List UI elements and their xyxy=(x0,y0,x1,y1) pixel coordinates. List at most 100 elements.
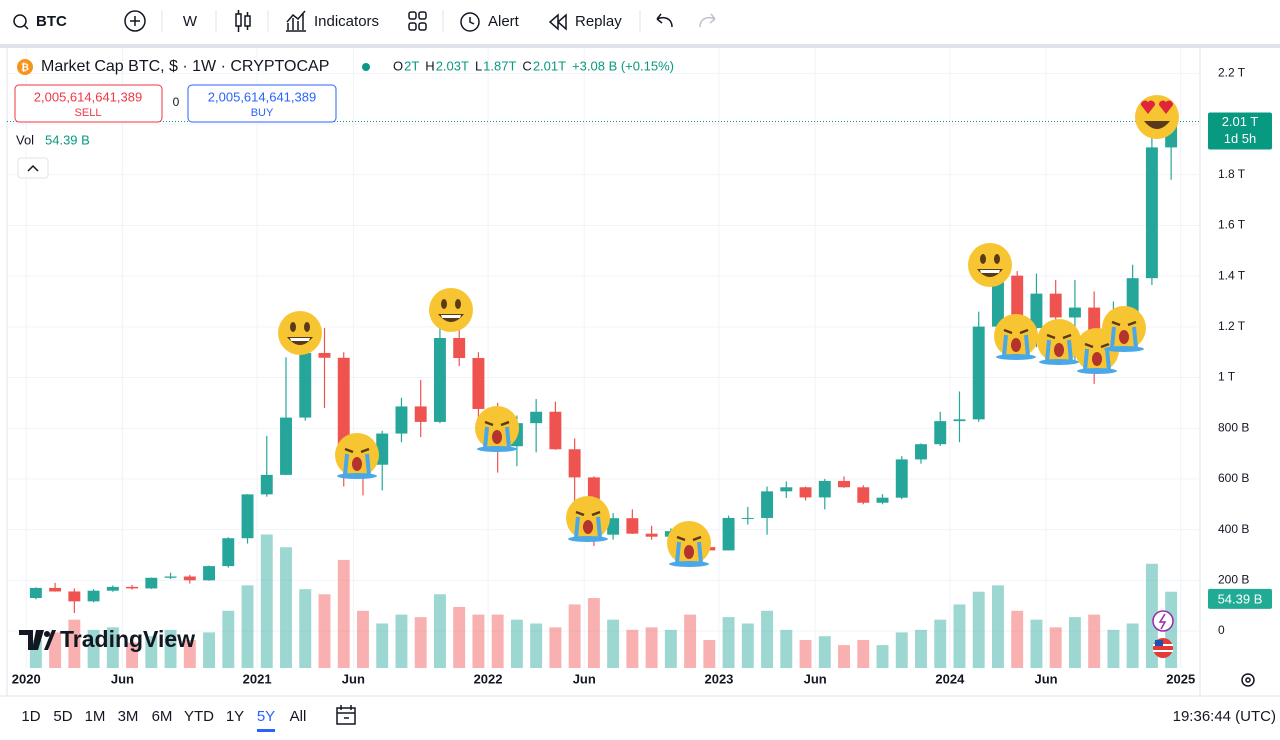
y-tick-label: 1.4 T xyxy=(1218,268,1246,282)
candle-body xyxy=(741,517,754,519)
layout-button[interactable] xyxy=(408,11,427,31)
x-tick-label: Jun xyxy=(573,671,596,686)
collapse-button[interactable] xyxy=(17,157,49,179)
range-button[interactable]: 1D xyxy=(21,708,40,725)
legend-title: Market Cap BTC, $ · 1W · CRYPTOCAP xyxy=(41,58,329,75)
volume-bar xyxy=(260,534,273,668)
volume-bar xyxy=(241,585,254,668)
status-dot xyxy=(362,63,370,71)
date-range-icon[interactable] xyxy=(336,705,356,725)
candle-body xyxy=(780,487,793,492)
side-icons[interactable] xyxy=(1152,610,1174,658)
range-button[interactable]: YTD xyxy=(184,708,214,725)
candle-body xyxy=(799,487,812,498)
svg-text:₿: ₿ xyxy=(21,62,29,74)
volume-bar xyxy=(664,629,677,668)
buy-price[interactable]: 2,005,614,641,389 xyxy=(208,89,316,104)
range-button[interactable]: All xyxy=(290,708,307,725)
candle-body xyxy=(260,474,273,495)
range-button[interactable]: 1Y xyxy=(226,708,244,725)
plot-area: 0 200 B 400 B 600 B 800 B 1 T 1.2 T 1.4 T 1.6 T 1… xyxy=(7,48,1272,686)
volume-bar xyxy=(703,640,716,668)
x-tick-label: Jun xyxy=(111,671,134,686)
volume-bar xyxy=(318,594,331,668)
candle-body xyxy=(433,337,446,422)
candle-body xyxy=(1011,275,1024,329)
y-tick-label: 1.6 T xyxy=(1218,218,1246,232)
buy-button[interactable] xyxy=(187,84,337,123)
range-button[interactable]: 3M xyxy=(118,708,139,725)
alert-icon[interactable] xyxy=(460,12,480,32)
y-tick-label: 1 T xyxy=(1218,370,1236,384)
chart-type-button[interactable] xyxy=(235,10,251,32)
volume-bar xyxy=(357,610,369,668)
replay-icon[interactable] xyxy=(548,13,567,31)
candle-body xyxy=(472,358,485,409)
x-tick-label: 2022 xyxy=(474,671,503,686)
volume-bar xyxy=(1126,623,1139,668)
candle-body xyxy=(549,411,562,450)
candle-body xyxy=(126,586,139,589)
buy-label[interactable]: BUY xyxy=(251,107,274,119)
coin-icon xyxy=(17,59,33,75)
volume-bar xyxy=(453,606,466,668)
interval[interactable]: W xyxy=(183,13,198,30)
last-price-tag xyxy=(1208,112,1272,150)
candle-body xyxy=(395,406,408,434)
candle-body xyxy=(626,518,639,534)
redo-button[interactable] xyxy=(699,13,716,28)
candle-body xyxy=(1145,147,1158,279)
symbol[interactable]: BTC xyxy=(36,13,67,30)
volume-bar xyxy=(433,594,446,668)
candle-body xyxy=(87,590,100,602)
range-button[interactable]: 5Y xyxy=(257,708,275,725)
settings-icon[interactable] xyxy=(1241,673,1255,687)
volume-bar xyxy=(530,623,543,668)
volume-bar xyxy=(203,632,216,668)
volume-bar xyxy=(68,619,81,668)
legend: ₿ Market Cap BTC, $ · 1W · CRYPTOCAP O 2T… xyxy=(14,58,674,179)
volume-bar xyxy=(645,627,658,668)
ohlc-value: 2.01T xyxy=(533,58,566,73)
volume-bar xyxy=(568,604,581,668)
volume-bar xyxy=(376,623,389,668)
x-tick-label: 2021 xyxy=(243,671,272,686)
toolbar-item[interactable]: Replay xyxy=(575,13,622,30)
undo-button[interactable] xyxy=(656,13,673,28)
range-button[interactable]: 1M xyxy=(85,708,106,725)
last-price-label: 2.01 T xyxy=(1222,114,1259,129)
watermark-text: TradingView xyxy=(60,626,195,652)
volume-bar xyxy=(915,629,927,668)
range-button[interactable]: 6M xyxy=(152,708,173,725)
indicators-icon[interactable] xyxy=(286,10,306,32)
candle-body xyxy=(530,411,543,424)
vol-label: Vol xyxy=(16,132,34,147)
sell-price[interactable]: 2,005,614,641,389 xyxy=(34,89,142,104)
toolbar-item[interactable]: Indicators xyxy=(314,13,379,30)
volume-bar xyxy=(337,559,350,668)
volume-bar xyxy=(183,640,196,668)
toolbar-item[interactable]: Alert xyxy=(488,13,520,30)
candle-body xyxy=(414,406,427,422)
volume-bar xyxy=(87,629,100,668)
candle-body xyxy=(68,591,81,602)
search-icon[interactable] xyxy=(13,14,27,28)
ohlc-value: 2T xyxy=(404,58,419,73)
x-tick-label: Jun xyxy=(804,671,827,686)
volume-bar xyxy=(953,604,966,668)
candle-body xyxy=(1165,121,1178,148)
candle-body xyxy=(818,480,831,498)
volume-bar xyxy=(145,636,158,668)
volume-bar xyxy=(395,614,408,668)
sell-label[interactable]: SELL xyxy=(75,107,102,119)
candle-body xyxy=(761,491,774,518)
range-button[interactable]: 5D xyxy=(53,708,72,725)
candle-body xyxy=(376,433,389,465)
countdown: 1d 5h xyxy=(1224,131,1257,146)
y-tick-label: 200 B xyxy=(1218,572,1249,586)
volume-bar xyxy=(222,610,235,668)
compare-button[interactable] xyxy=(124,10,146,32)
y-tick-label: 2.2 T xyxy=(1218,66,1246,80)
volume-bar xyxy=(934,619,947,668)
sell-button[interactable] xyxy=(14,84,163,123)
